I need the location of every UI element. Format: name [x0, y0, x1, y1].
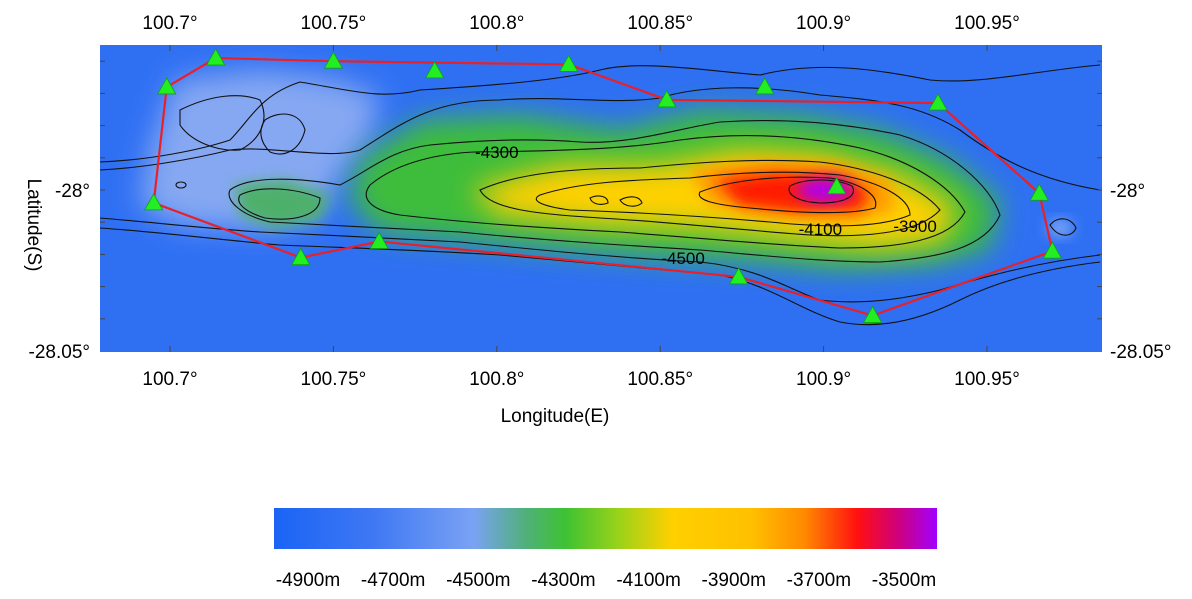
station-triangle — [928, 93, 948, 111]
contour-line — [238, 188, 321, 220]
y-tick-label-left: -28.05° — [29, 342, 90, 363]
contour-label: -4500 — [661, 249, 704, 268]
contour-line — [535, 171, 911, 227]
station-triangle — [559, 54, 579, 72]
station-triangle — [1042, 241, 1063, 259]
station-triangle — [291, 247, 311, 266]
colorbar-label: -4900m — [276, 570, 340, 591]
x-tick-label-top: 100.95° — [954, 13, 1020, 34]
colorbar-label: -4700m — [361, 570, 425, 591]
station-triangle — [369, 231, 389, 249]
contour-line — [479, 159, 941, 237]
station-triangle — [826, 176, 847, 195]
contour-line — [228, 119, 1001, 263]
contour-line — [619, 196, 643, 207]
x-tick-label-top: 100.75° — [301, 13, 367, 34]
station-triangle — [425, 61, 445, 79]
contour-line — [698, 176, 877, 214]
relief-layer — [100, 45, 1102, 352]
colorbar-labels: -4900m -4700m -4500m -4300m -4100m -3900m -370… — [276, 570, 936, 591]
x-tick-label-bottom: 100.95° — [954, 369, 1020, 390]
station-triangle — [323, 51, 344, 69]
contour-label: -3900 — [893, 217, 936, 236]
station-triangle — [1029, 183, 1049, 201]
station-triangle — [657, 90, 677, 108]
station-triangle — [862, 305, 883, 323]
colorbar-label: -3700m — [787, 570, 851, 591]
y-axis-title: Latitude(S) — [23, 179, 44, 272]
x-tick-label-top: 100.8° — [469, 13, 524, 34]
colorbar-label: -4300m — [531, 570, 595, 591]
axis-tick-labels: 100.7° 100.7° 100.75° 100.75° 100.8° 100.8° 10… — [29, 13, 1172, 390]
contour-line — [100, 217, 1101, 303]
eastern-spot — [1048, 220, 1072, 236]
x-tick-label-top: 100.85° — [627, 13, 693, 34]
y-tick-label-right: -28° — [1110, 181, 1145, 202]
station-triangle — [755, 77, 775, 95]
x-axis-title: Longitude(E) — [501, 406, 610, 427]
x-tick-label-top: 100.7° — [142, 13, 197, 34]
contour-line — [365, 135, 966, 249]
contour-lines — [100, 64, 1101, 326]
station-triangle — [157, 77, 177, 95]
y-tick-label-left: -28° — [55, 181, 90, 202]
contour-label: -4100 — [799, 220, 842, 239]
colorbar-label: -3500m — [872, 570, 936, 591]
contour-labels: -4300 -4100 -3900 -4500 — [475, 143, 937, 268]
colorbar-label: -3900m — [702, 570, 766, 591]
colorbar-label: -4100m — [616, 570, 680, 591]
x-tick-label-bottom: 100.9° — [796, 369, 851, 390]
contour-line — [260, 113, 306, 155]
contour-line — [175, 181, 187, 189]
x-tick-label-bottom: 100.8° — [469, 369, 524, 390]
contour-label: -4300 — [475, 143, 518, 162]
contour-line — [788, 179, 854, 204]
x-tick-label-top: 100.9° — [796, 13, 851, 34]
x-tick-label-bottom: 100.7° — [142, 369, 197, 390]
station-markers — [143, 48, 1063, 323]
y-tick-label-right: -28.05° — [1110, 342, 1171, 363]
station-triangle — [143, 193, 164, 211]
station-triangle — [728, 267, 749, 285]
x-tick-label-bottom: 100.85° — [627, 369, 693, 390]
contour-line — [1049, 218, 1077, 236]
x-tick-label-bottom: 100.75° — [301, 369, 367, 390]
western-plateau-relief — [140, 70, 380, 230]
axis-ticks — [100, 45, 1102, 352]
contour-line — [589, 195, 609, 205]
survey-polygon — [152, 56, 1054, 317]
colorbar-label: -4500m — [446, 570, 510, 591]
station-triangle — [206, 48, 226, 66]
colorbar — [274, 508, 937, 549]
contour-line — [100, 87, 1101, 191]
contour-line — [100, 64, 1101, 163]
